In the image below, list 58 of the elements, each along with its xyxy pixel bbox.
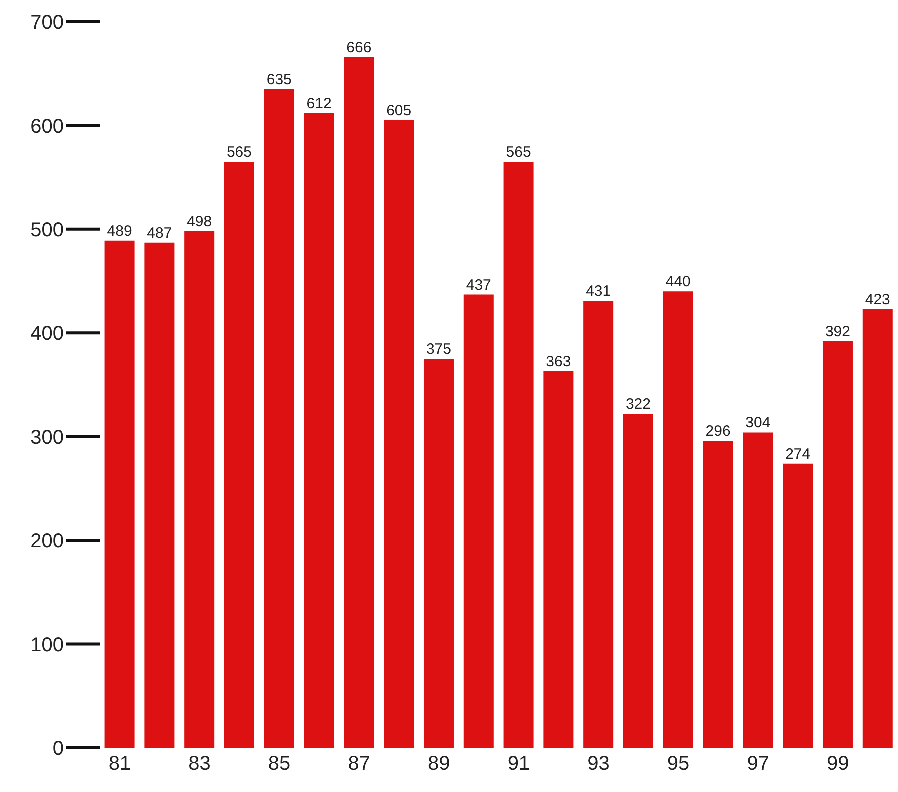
x-tick-label: 91 — [508, 753, 530, 776]
x-tick-label: 93 — [588, 753, 610, 776]
data-label: 363 — [546, 354, 572, 371]
x-tick-label: 97 — [747, 753, 770, 776]
x-tick-label: 81 — [108, 753, 132, 776]
x-tick-label: 83 — [188, 753, 211, 776]
data-label: 565 — [226, 144, 252, 162]
x-tick-label: 95 — [667, 753, 690, 776]
y-tick-label: 300 — [30, 426, 64, 449]
bar — [584, 300, 614, 748]
data-label: 666 — [346, 39, 372, 56]
bar — [743, 432, 774, 748]
bar — [663, 292, 694, 748]
bar — [783, 464, 814, 748]
y-tick-label: 500 — [30, 220, 64, 242]
data-label: 498 — [187, 214, 212, 231]
bar — [344, 57, 374, 748]
y-tick-label: 0 — [52, 738, 64, 760]
data-label: 423 — [865, 291, 890, 308]
data-label: 440 — [666, 274, 691, 291]
y-tick-label: 600 — [30, 116, 64, 138]
x-tick-label: 85 — [268, 753, 291, 776]
bar — [304, 113, 334, 748]
data-label: 431 — [586, 282, 612, 300]
data-label: 296 — [706, 423, 731, 440]
x-tick-label: 89 — [428, 753, 450, 776]
x-tick-label: 87 — [348, 753, 370, 776]
bar — [104, 240, 135, 748]
data-label: 635 — [266, 71, 292, 88]
data-label: 605 — [386, 102, 412, 120]
data-label: 565 — [506, 144, 532, 162]
y-tick-label: 200 — [30, 530, 64, 553]
bar — [264, 89, 294, 748]
bar — [822, 341, 853, 748]
y-tick-label: 700 — [30, 12, 64, 34]
bar — [184, 232, 215, 748]
y-tick-label: 400 — [30, 323, 64, 346]
bar — [544, 372, 574, 748]
data-label: 437 — [466, 276, 492, 294]
bar — [424, 359, 454, 748]
data-label: 392 — [825, 323, 851, 340]
bar — [384, 120, 414, 748]
bar — [144, 242, 175, 748]
bar — [224, 162, 254, 748]
y-tick-label: 100 — [30, 634, 64, 656]
bar — [504, 162, 534, 748]
data-label: 487 — [147, 224, 172, 242]
data-label: 304 — [746, 414, 771, 432]
bar — [623, 414, 654, 748]
data-label: 489 — [107, 222, 132, 240]
bar — [862, 309, 893, 748]
data-label: 612 — [306, 95, 332, 112]
data-label: 375 — [426, 341, 452, 358]
bar — [464, 294, 494, 748]
data-label: 322 — [626, 396, 652, 414]
bar — [703, 441, 734, 748]
x-tick-label: 99 — [827, 753, 850, 776]
data-label: 274 — [786, 446, 811, 463]
